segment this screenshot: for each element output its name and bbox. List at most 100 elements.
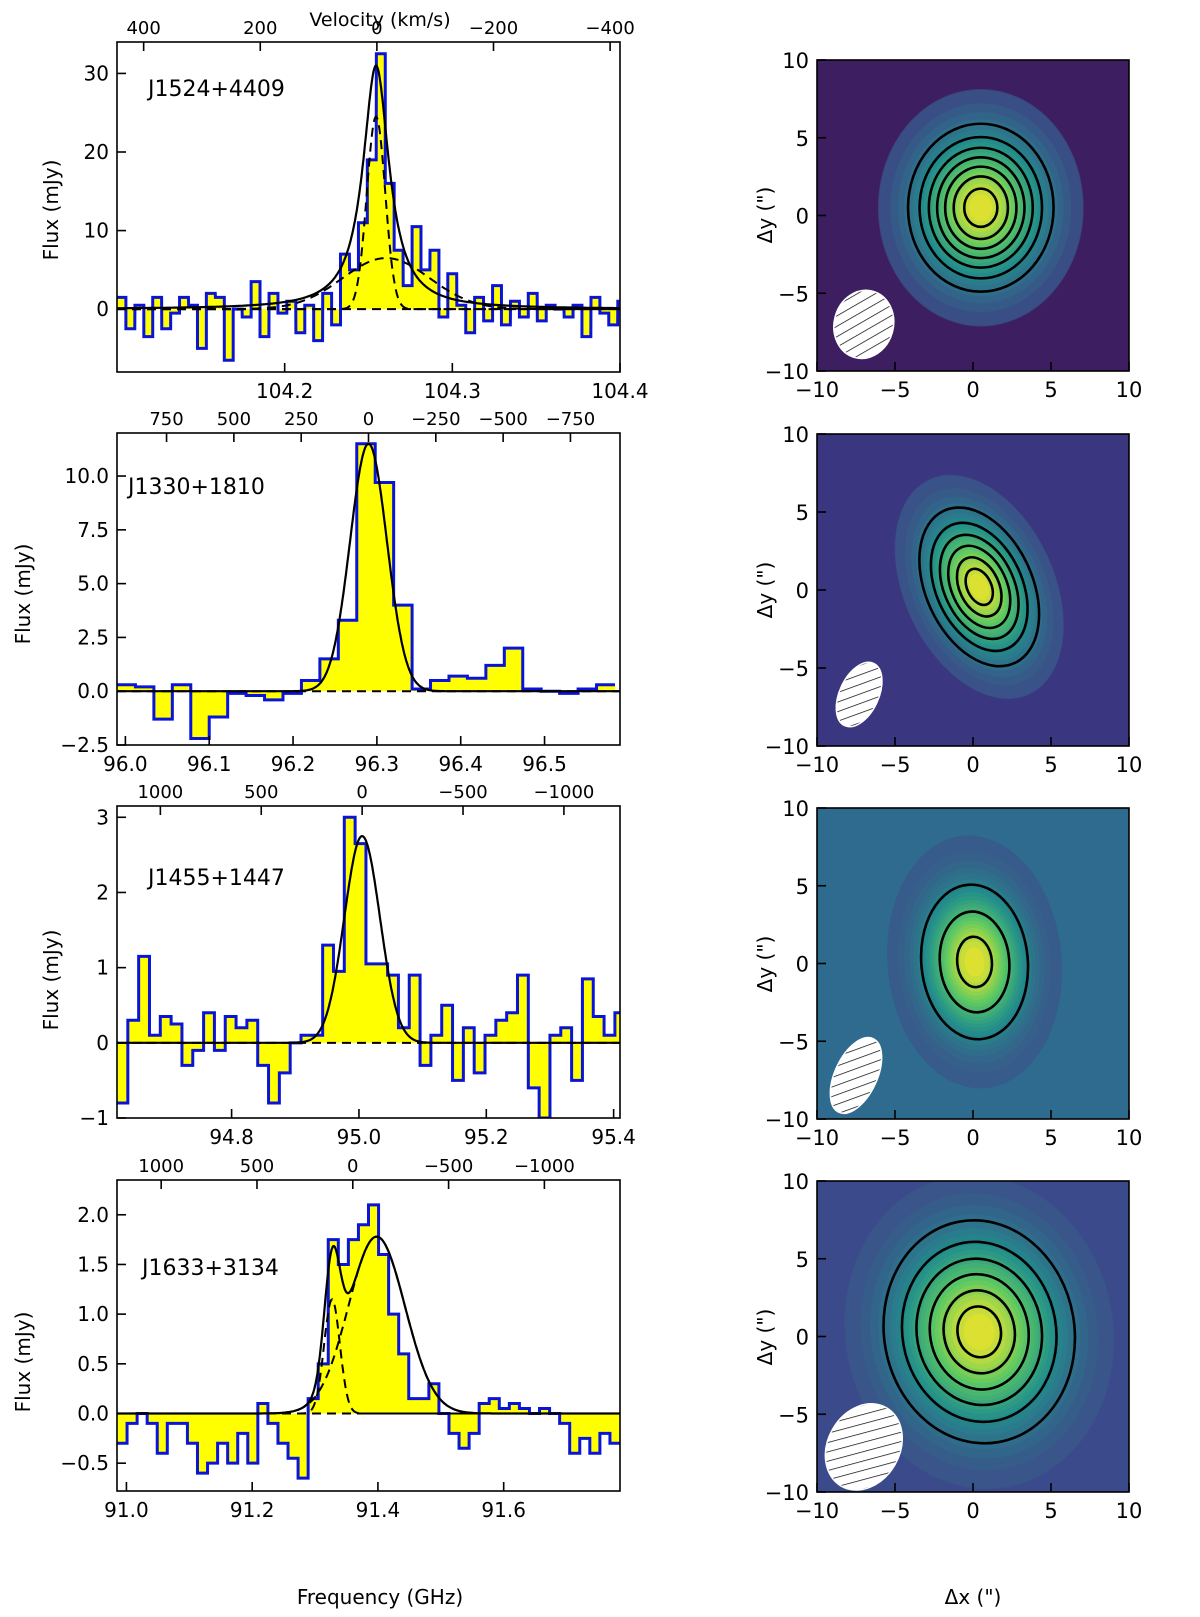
emission-level: [964, 947, 985, 977]
flux-channel-bar: [408, 1398, 420, 1414]
flux-channel-bar: [172, 684, 192, 692]
y-axis-title: Δy ("): [753, 936, 777, 993]
velocity-tick-label: 0: [347, 1156, 358, 1177]
y-tick-label: −1: [80, 1106, 109, 1130]
flux-channel-bar: [257, 1403, 269, 1414]
y-tick-label: 10: [782, 423, 809, 447]
flux-contour: [942, 1289, 1017, 1375]
flux-channel-bar: [499, 1408, 510, 1414]
flux-channel-bar: [286, 301, 297, 310]
flux-channel-bar: [492, 285, 502, 310]
velocity-axis-title: Velocity (km/s): [309, 9, 450, 31]
x-tick-label: 0: [966, 1499, 979, 1523]
flux-channel-bar: [197, 309, 207, 349]
velocity-tick-label: 500: [240, 1156, 274, 1177]
velocity-tick-label: 500: [244, 782, 278, 803]
x-tick-label: −5: [880, 753, 911, 777]
x-tick-label: 0: [966, 753, 979, 777]
y-tick-label: 2.5: [77, 625, 109, 649]
flux-channel-bar: [149, 1035, 161, 1043]
y-tick-label: −0.5: [60, 1451, 109, 1475]
flux-channel-bar: [504, 648, 524, 692]
flux-channel-bar: [420, 1042, 432, 1066]
flux-contour: [918, 135, 1044, 280]
flux-channel-bar: [214, 1042, 226, 1051]
flux-channel-bar: [519, 309, 529, 317]
flux-channel-bar: [590, 297, 601, 310]
flux-channel-bar: [203, 1012, 215, 1043]
flux-channel-bar: [412, 226, 422, 310]
flux-contour: [915, 1257, 1044, 1407]
velocity-tick-label: 500: [217, 409, 251, 430]
flux-channel-bar: [358, 1224, 369, 1414]
flux-channel-bar: [331, 309, 341, 325]
flux-channel-bar: [438, 309, 449, 317]
flux-channel-bar: [474, 1042, 486, 1073]
flux-contour: [927, 146, 1035, 269]
flux-channel-bar: [430, 1035, 443, 1043]
velocity-tick-label: 0: [356, 782, 367, 803]
y-tick-label: −5: [778, 1403, 809, 1427]
y-tick-label: 2: [96, 880, 109, 904]
flux-channel-bar: [447, 273, 457, 310]
flux-contour: [962, 187, 999, 229]
flux-channel-bar: [506, 1012, 518, 1043]
flux-channel-bar: [157, 1413, 168, 1454]
flux-channel-bar: [537, 309, 547, 321]
x-tick-label: −10: [795, 1126, 839, 1150]
y-tick-label: −5: [778, 657, 809, 681]
spectrum-panel-j1455: J1455+1447 Flux (mJy) 94.8 95.0 95.2 95.4 −1…: [39, 782, 636, 1149]
flux-channel-bar: [394, 250, 404, 310]
velocity-tick-label: −250: [411, 409, 460, 430]
flux-channel-bar: [206, 293, 216, 310]
flux-channel-bar: [467, 678, 487, 692]
y-tick-label: −2.5: [60, 733, 109, 757]
x-tick-label: −5: [880, 1499, 911, 1523]
flux-channel-bar: [117, 297, 127, 310]
y-tick-label: −5: [778, 282, 809, 306]
emission-level: [963, 1313, 995, 1350]
flux-channel-bar: [340, 254, 350, 310]
y-tick-label: −5: [778, 1030, 809, 1054]
x-tick-label: 91.2: [230, 1498, 275, 1522]
y-tick-label: −10: [765, 735, 809, 759]
flux-channel-bar: [288, 1413, 299, 1459]
flux-channel-bar: [127, 1413, 138, 1424]
flux-channel-bar: [242, 309, 252, 317]
flux-channel-bar: [338, 620, 358, 692]
flux-channel-bar: [152, 297, 162, 310]
flux-channel-bar: [403, 285, 413, 310]
flux-channel-bar: [192, 1042, 204, 1051]
flux-channel-bar: [319, 658, 339, 692]
flux-channel-bar: [147, 1413, 158, 1424]
flux-contour: [946, 544, 1012, 630]
flux-channel-bar: [143, 309, 154, 337]
flux-channel-bar: [138, 956, 150, 1043]
flux-channel-bar: [301, 680, 321, 692]
y-tick-label: 1: [96, 956, 109, 980]
flux-channel-bar: [344, 817, 356, 1043]
flux-contour: [955, 556, 1003, 618]
flux-channel-bar: [608, 309, 618, 325]
flux-channel-bar: [564, 309, 574, 317]
x-tick-label: 95.4: [591, 1125, 636, 1149]
y-tick-label: 0.0: [77, 679, 109, 703]
flux-channel-bar: [170, 309, 180, 314]
x-tick-label: 94.8: [209, 1125, 254, 1149]
flux-channel-bar: [117, 1042, 129, 1103]
flux-channel-bar: [448, 1413, 460, 1434]
emission-level: [968, 194, 993, 222]
flux-channel-bar: [495, 1020, 507, 1043]
flux-channel-bar: [428, 1383, 440, 1414]
flux-channel-bar: [501, 309, 511, 325]
flux-channel-bar: [207, 1413, 218, 1464]
plot-area: [117, 52, 620, 362]
flux-channel-bar: [441, 1005, 453, 1043]
y-tick-label: 5: [796, 501, 809, 525]
y-tick-label: 1.5: [77, 1252, 109, 1276]
flux-channel-bar: [260, 309, 270, 337]
y-axis-title: Δy ("): [753, 1309, 777, 1366]
x-tick-label: 10: [1116, 1499, 1143, 1523]
flux-channel-bar: [452, 1042, 464, 1081]
flux-channel-bar: [469, 1413, 480, 1434]
